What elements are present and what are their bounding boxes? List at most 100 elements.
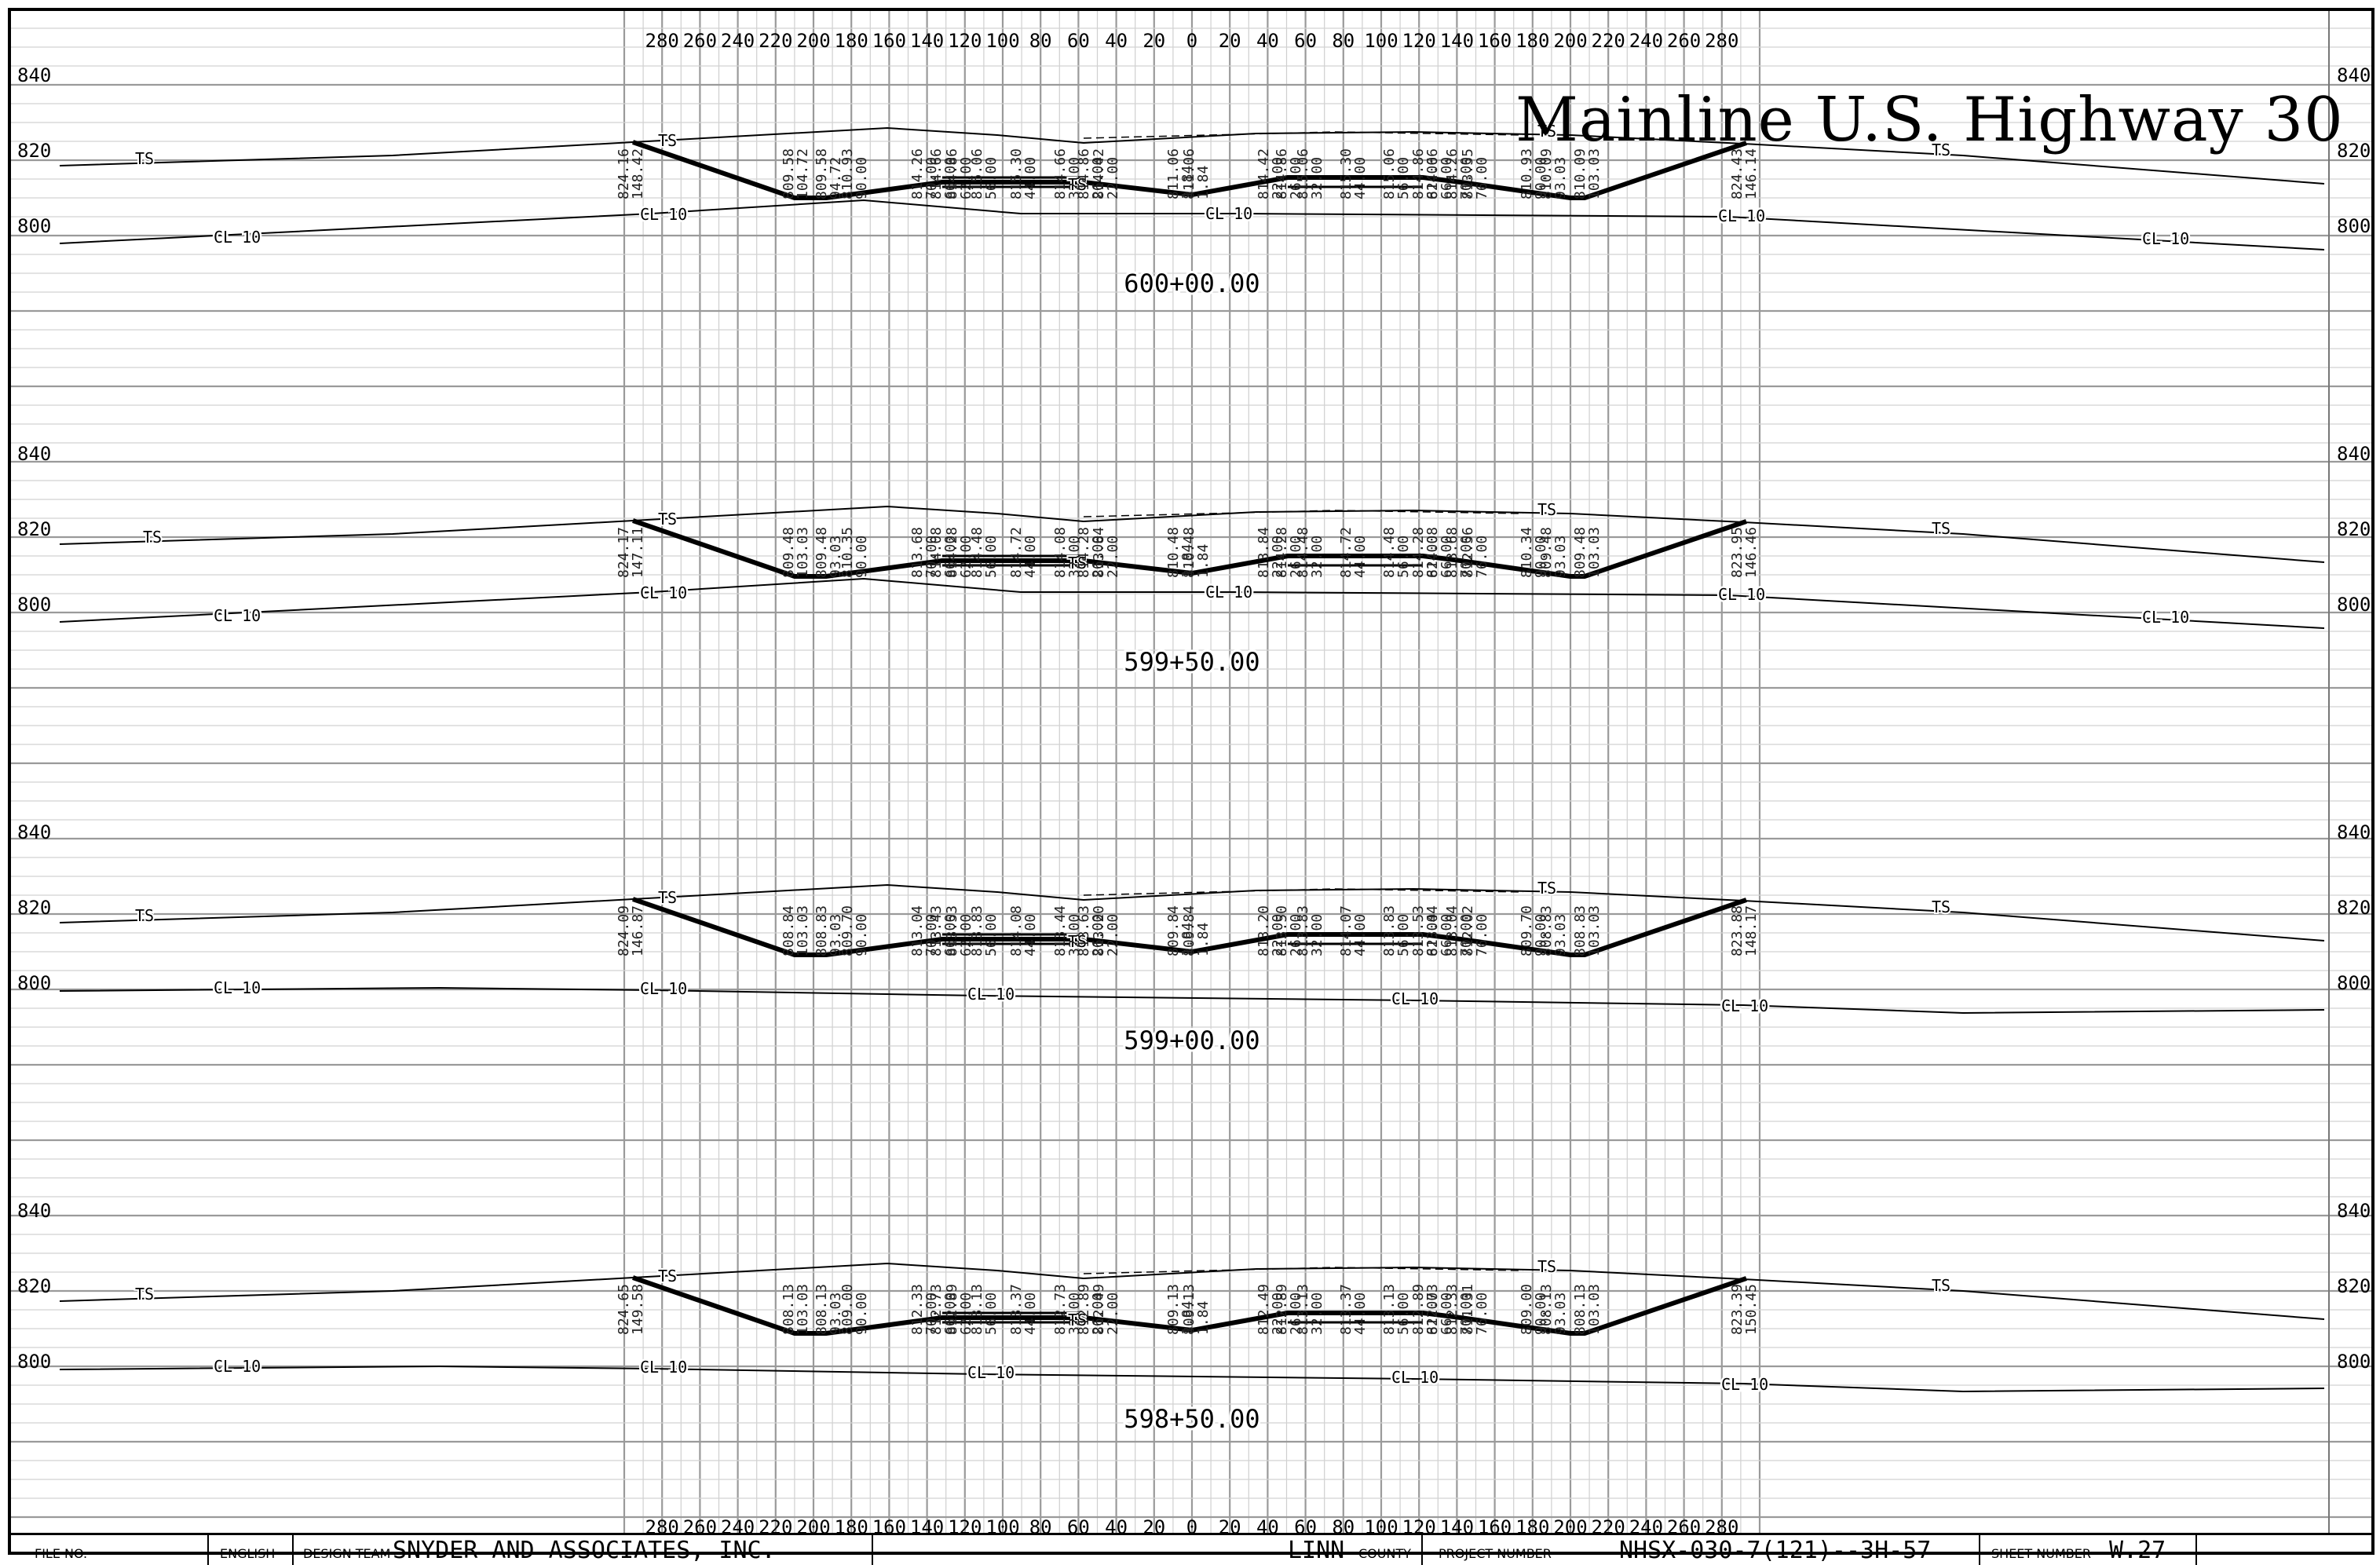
cl-marker: CL 10: [1721, 1375, 1768, 1394]
x-tick-label-top: 80: [1332, 30, 1355, 52]
cl-marker: CL 10: [1391, 1368, 1439, 1387]
elevation-label: 840: [17, 64, 51, 86]
station-offset-label: 813.0470.00: [909, 905, 940, 956]
station-title: 599+00.00: [1124, 1026, 1259, 1055]
station-offset-label: 813.5576.00: [1460, 148, 1490, 199]
cl-marker: CL 10: [967, 1363, 1015, 1382]
cross-section-0: 840 840 820 820 800 800 TS TS TS TS TS CL 10 CL 10 CL…: [17, 64, 2371, 301]
station-offset-label: 814.8662.00: [944, 148, 974, 199]
station-offset-label: 809.0090.00: [1519, 1284, 1549, 1335]
station-offset-label: 815.0656.00: [969, 148, 1000, 199]
station-offset-label: 824.09146.87: [616, 905, 646, 956]
ts-marker: TS: [1537, 500, 1556, 519]
station-offset-label: 814.2826.00: [1274, 527, 1304, 578]
station-offset-label: 812.5676.00: [1460, 527, 1490, 578]
station-offset-label: 812.8962.00: [944, 1284, 974, 1335]
station-offset-label: 812.7366.00: [928, 1284, 959, 1335]
cross-section-3: 840 840 820 820 800 800 TS TS TS TS TS CL 10 CL 10 CL…: [17, 1200, 2371, 1436]
station-offset-label: 810.481.84: [1165, 527, 1196, 578]
station-offset-label: 824.17147.11: [616, 527, 646, 578]
station-offset-label: 815.0632.00: [1295, 148, 1325, 199]
dashed-existing-line: [1083, 131, 1524, 139]
existing-ground-line: [59, 126, 2325, 185]
station-offset-label: 814.2826.00: [1076, 527, 1106, 578]
elevation-label: 840: [2337, 1200, 2371, 1222]
sheet-number-cell: SHEET NUMBER W.27: [1979, 1535, 2197, 1565]
station-offset-label: 808.8393.03: [1538, 905, 1569, 956]
station-offset-label: 808.84103.03: [781, 905, 811, 956]
station-offset-label: 809.131.84: [1165, 1284, 1196, 1335]
elevation-label: 800: [17, 594, 51, 616]
station-offset-label: 809.4893.03: [813, 527, 844, 578]
elevation-label: 840: [2337, 443, 2371, 465]
station-offset-label: 811.3176.00: [1460, 1284, 1490, 1335]
station-offset-label: 810.09103.03: [1572, 148, 1603, 199]
station-offset-label: 813.2022.00: [1256, 905, 1286, 956]
station-offset-label: 810.0993.03: [1538, 148, 1569, 199]
pavement-layer: [1288, 554, 1423, 567]
station-offset-label: 809.5894.72: [813, 148, 844, 199]
ts-marker: TS: [1068, 1311, 1087, 1329]
pavement-layer: [942, 933, 1084, 945]
station-offset-label: 813.4466.00: [1424, 905, 1455, 956]
station-offset-label: 814.6666.00: [1424, 148, 1455, 199]
station-offset-label: 813.5026.00: [1274, 905, 1304, 956]
cross-section-1: 840 840 820 820 800 800 TS TS TS TS TS CL 10 CL 10 CL…: [17, 443, 2371, 679]
cl-marker: CL 10: [2142, 229, 2189, 248]
cl-profile-line: [59, 1365, 2325, 1393]
pavement-layer: [942, 554, 1084, 567]
station-offset-label: 810.481.84: [1181, 527, 1212, 578]
design-template-line: [632, 1275, 1747, 1336]
cl-marker: CL 10: [1205, 204, 1252, 223]
ts-marker: TS: [1537, 1257, 1556, 1276]
station-offset-label: 814.0844.00: [1008, 905, 1039, 956]
ts-marker: TS: [1068, 554, 1087, 572]
x-tick-label-top: 180: [1515, 30, 1549, 52]
station-offset-label: 809.48103.03: [781, 527, 811, 578]
station-offset-label: 812.8962.00: [1410, 1284, 1441, 1335]
design-template-line: [632, 140, 1747, 200]
station-title: 600+00.00: [1124, 269, 1259, 298]
station-offset-label: 812.4922.00: [1091, 1284, 1121, 1335]
cl-marker: CL 10: [1205, 583, 1252, 602]
station-offset-label: 812.8926.00: [1274, 1284, 1304, 1335]
station-offset-label: 813.1356.00: [1381, 1284, 1412, 1335]
station-offset-label: 809.4893.03: [1538, 527, 1569, 578]
station-offset-label: 812.7366.00: [1424, 1284, 1455, 1335]
elevation-label: 800: [2337, 215, 2371, 237]
station-offset-label: 809.7090.00: [1519, 905, 1549, 956]
station-offset-label: 813.5362.00: [1410, 905, 1441, 956]
station-offset-label: 815.3044.00: [1008, 148, 1039, 199]
station-offset-label: 809.131.84: [1181, 1284, 1212, 1335]
station-offset-label: 809.48103.03: [1572, 527, 1603, 578]
elevation-label: 840: [2337, 821, 2371, 843]
station-offset-label: 810.9390.00: [1519, 148, 1549, 199]
station-offset-label: 813.6870.00: [909, 527, 940, 578]
project-number: NHSX-030-7(121)--3H-57: [1619, 1537, 1932, 1564]
station-offset-label: 809.58104.72: [781, 148, 811, 199]
station-offset-label: 813.5362.00: [944, 905, 974, 956]
elevation-label: 840: [17, 443, 51, 465]
design-team-name: SNYDER AND ASSOCIATES, INC.: [393, 1537, 776, 1564]
station-offset-label: 812.7332.00: [1052, 1284, 1083, 1335]
ts-marker: TS: [658, 888, 677, 907]
station-offset-label: 813.3744.00: [1338, 1284, 1369, 1335]
station-offset-label: 814.4856.00: [1381, 527, 1412, 578]
elevation-label: 800: [2337, 594, 2371, 616]
grid: [9, 8, 2373, 1533]
x-tick-label-top: 0: [1186, 30, 1197, 52]
station-offset-label: 823.95146.46: [1729, 527, 1760, 578]
station-offset-label: 814.4832.00: [1295, 527, 1325, 578]
x-tick-label-top: 160: [872, 30, 906, 52]
x-tick-label-top: 20: [1219, 30, 1241, 52]
elevation-label: 840: [2337, 64, 2371, 86]
x-tick-label-top: 200: [796, 30, 830, 52]
station-offset-label: 814.4222.00: [1256, 148, 1286, 199]
pavement-layer: [1288, 933, 1423, 945]
ts-marker: TS: [658, 510, 677, 528]
station-offset-label: 814.4856.00: [969, 527, 1000, 578]
station-offset-label: 813.4432.00: [1052, 905, 1083, 956]
ts-marker: TS: [143, 528, 162, 547]
file-no-cell: FILE NO.: [9, 1535, 209, 1565]
project-number-cell: PROJECT NUMBER NHSX-030-7(121)--3H-57: [1421, 1535, 1980, 1565]
